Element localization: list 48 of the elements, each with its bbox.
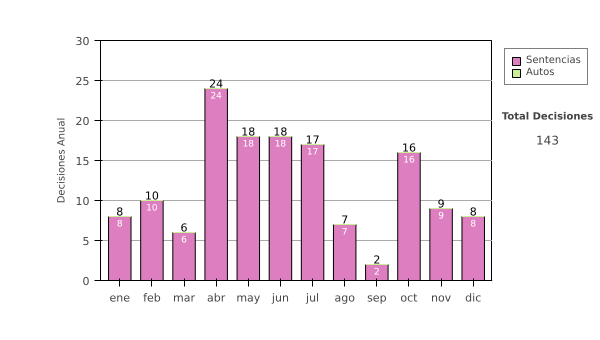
x-tick-label: jun xyxy=(270,292,289,304)
total-label: 6 xyxy=(180,222,188,234)
data-label: 17 xyxy=(306,148,318,158)
x-tick-label: abr xyxy=(207,292,226,304)
data-label: 24 xyxy=(210,92,222,102)
x-tick-label: feb xyxy=(143,292,161,304)
total-label: 18 xyxy=(273,126,288,138)
y-tick-label: 0 xyxy=(82,275,90,288)
text: Total Decisiones xyxy=(502,112,594,122)
y-tick-label: 10 xyxy=(76,195,90,208)
x-tick-label: sep xyxy=(367,292,387,304)
total-label: 24 xyxy=(209,78,224,90)
total-label: 16 xyxy=(402,142,416,154)
data-label: 7 xyxy=(342,228,348,238)
x-tick-label: ago xyxy=(334,292,356,304)
text: 143 xyxy=(536,134,559,148)
data-label: 2 xyxy=(374,268,380,278)
y-tick-label: 25 xyxy=(76,75,90,88)
data-label: 18 xyxy=(242,140,254,150)
total-label: 7 xyxy=(341,214,348,226)
total-label: 9 xyxy=(438,198,445,210)
x-tick-label: ene xyxy=(110,292,130,304)
data-label: 10 xyxy=(146,204,158,214)
total-label: 8 xyxy=(116,206,124,218)
x-tick-label: jul xyxy=(305,292,320,304)
total-label: 2 xyxy=(373,254,380,266)
x-tick-label: mar xyxy=(173,292,196,304)
data-label: 6 xyxy=(181,236,188,246)
data-label: 18 xyxy=(274,140,286,150)
legend-label: Sentencias xyxy=(526,55,581,66)
y-axis-title: Decisiones Anual xyxy=(56,118,68,204)
y-tick-label: 20 xyxy=(76,115,90,128)
x-tick-label: nov xyxy=(430,292,452,304)
total-label: 10 xyxy=(144,190,159,202)
x-tick-label: oct xyxy=(400,292,418,304)
data-label: 8 xyxy=(470,220,476,230)
y-tick-label: 30 xyxy=(76,35,90,48)
total-label: 8 xyxy=(470,206,477,218)
y-tick-label: 15 xyxy=(76,155,90,168)
total-label: 18 xyxy=(241,126,256,138)
total-label: 17 xyxy=(306,134,320,146)
x-tick-label: dic xyxy=(465,292,482,304)
y-tick-label: 5 xyxy=(82,235,90,248)
data-label: 16 xyxy=(403,156,415,166)
legend-label: Autos xyxy=(526,67,554,78)
x-tick-label: may xyxy=(236,292,261,304)
data-label: 9 xyxy=(438,212,444,222)
data-label: 8 xyxy=(116,220,123,230)
